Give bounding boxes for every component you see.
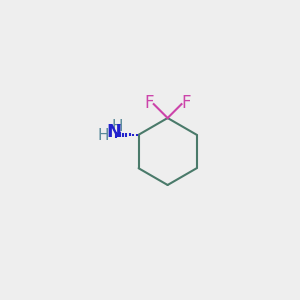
Text: H: H (111, 119, 123, 134)
Text: F: F (181, 94, 190, 112)
Text: N: N (106, 123, 121, 141)
Text: H: H (97, 128, 109, 143)
Text: F: F (145, 94, 154, 112)
